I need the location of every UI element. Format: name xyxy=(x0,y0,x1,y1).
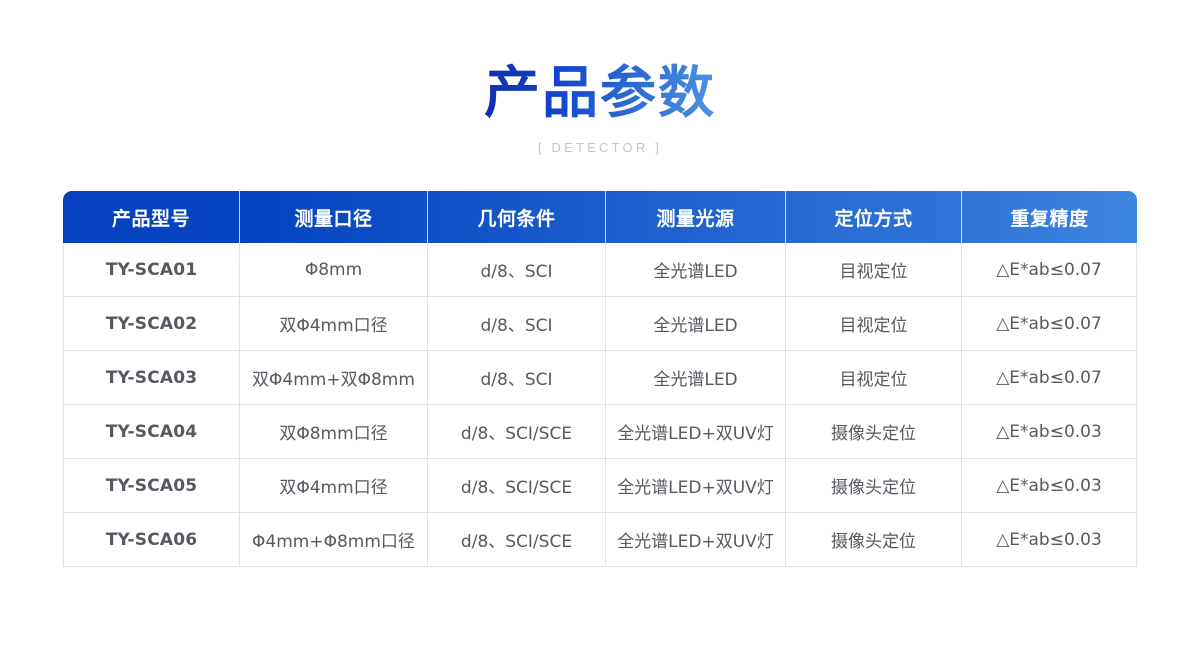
cell-model: TY-SCA06 xyxy=(63,513,240,568)
cell-light-source: 全光谱LED xyxy=(606,297,786,352)
cell-aperture: 双Φ4mm+双Φ8mm xyxy=(240,351,428,406)
cell-geometry: d/8、SCI/SCE xyxy=(428,405,606,460)
cell-aperture: 双Φ8mm口径 xyxy=(240,405,428,460)
table-header-row: 产品型号 测量口径 几何条件 测量光源 定位方式 重复精度 xyxy=(63,191,1137,244)
column-header-aperture: 测量口径 xyxy=(240,191,428,244)
cell-light-source: 全光谱LED+双UV灯 xyxy=(606,405,786,460)
column-header-model: 产品型号 xyxy=(63,191,240,244)
cell-light-source: 全光谱LED+双UV灯 xyxy=(606,513,786,568)
spec-table-container: 产品型号 测量口径 几何条件 测量光源 定位方式 重复精度 TY-SCA01 Φ… xyxy=(63,191,1137,568)
column-header-positioning: 定位方式 xyxy=(786,191,962,244)
cell-positioning: 摄像头定位 xyxy=(786,459,962,514)
table-row: TY-SCA06 Φ4mm+Φ8mm口径 d/8、SCI/SCE 全光谱LED+… xyxy=(63,513,1137,568)
cell-geometry: d/8、SCI/SCE xyxy=(428,513,606,568)
cell-model: TY-SCA05 xyxy=(63,459,240,514)
heading-block: 产品参数 [ DETECTOR ] xyxy=(0,0,1200,155)
cell-geometry: d/8、SCI/SCE xyxy=(428,459,606,514)
cell-repeatability: △E*ab≤0.03 xyxy=(962,405,1137,460)
cell-geometry: d/8、SCI xyxy=(428,351,606,406)
cell-repeatability: △E*ab≤0.03 xyxy=(962,459,1137,514)
cell-aperture: Φ4mm+Φ8mm口径 xyxy=(240,513,428,568)
cell-model: TY-SCA01 xyxy=(63,243,240,298)
column-header-geometry: 几何条件 xyxy=(428,191,606,244)
cell-aperture: 双Φ4mm口径 xyxy=(240,297,428,352)
table-row: TY-SCA05 双Φ4mm口径 d/8、SCI/SCE 全光谱LED+双UV灯… xyxy=(63,459,1137,514)
cell-geometry: d/8、SCI xyxy=(428,297,606,352)
cell-light-source: 全光谱LED xyxy=(606,351,786,406)
spec-table-head: 产品型号 测量口径 几何条件 测量光源 定位方式 重复精度 xyxy=(63,191,1137,244)
page-title: 产品参数 xyxy=(484,61,716,126)
cell-repeatability: △E*ab≤0.03 xyxy=(962,513,1137,568)
cell-light-source: 全光谱LED xyxy=(606,243,786,298)
table-row: TY-SCA04 双Φ8mm口径 d/8、SCI/SCE 全光谱LED+双UV灯… xyxy=(63,405,1137,460)
page-subtitle: [ DETECTOR ] xyxy=(537,140,663,156)
cell-repeatability: △E*ab≤0.07 xyxy=(962,297,1137,352)
cell-light-source: 全光谱LED+双UV灯 xyxy=(606,459,786,514)
cell-repeatability: △E*ab≤0.07 xyxy=(962,243,1137,298)
cell-positioning: 目视定位 xyxy=(786,243,962,298)
table-row: TY-SCA02 双Φ4mm口径 d/8、SCI 全光谱LED 目视定位 △E*… xyxy=(63,297,1137,352)
cell-positioning: 目视定位 xyxy=(786,297,962,352)
cell-positioning: 目视定位 xyxy=(786,351,962,406)
cell-repeatability: △E*ab≤0.07 xyxy=(962,351,1137,406)
cell-positioning: 摄像头定位 xyxy=(786,405,962,460)
product-spec-table: 产品型号 测量口径 几何条件 测量光源 定位方式 重复精度 TY-SCA01 Φ… xyxy=(63,191,1137,568)
table-row: TY-SCA01 Φ8mm d/8、SCI 全光谱LED 目视定位 △E*ab≤… xyxy=(63,243,1137,298)
table-row: TY-SCA03 双Φ4mm+双Φ8mm d/8、SCI 全光谱LED 目视定位… xyxy=(63,351,1137,406)
cell-model: TY-SCA02 xyxy=(63,297,240,352)
column-header-light-source: 测量光源 xyxy=(606,191,786,244)
cell-geometry: d/8、SCI xyxy=(428,243,606,298)
spec-table-body: TY-SCA01 Φ8mm d/8、SCI 全光谱LED 目视定位 △E*ab≤… xyxy=(63,243,1137,568)
cell-model: TY-SCA04 xyxy=(63,405,240,460)
cell-model: TY-SCA03 xyxy=(63,351,240,406)
column-header-repeatability: 重复精度 xyxy=(962,191,1137,244)
cell-positioning: 摄像头定位 xyxy=(786,513,962,568)
cell-aperture: Φ8mm xyxy=(240,243,428,298)
cell-aperture: 双Φ4mm口径 xyxy=(240,459,428,514)
